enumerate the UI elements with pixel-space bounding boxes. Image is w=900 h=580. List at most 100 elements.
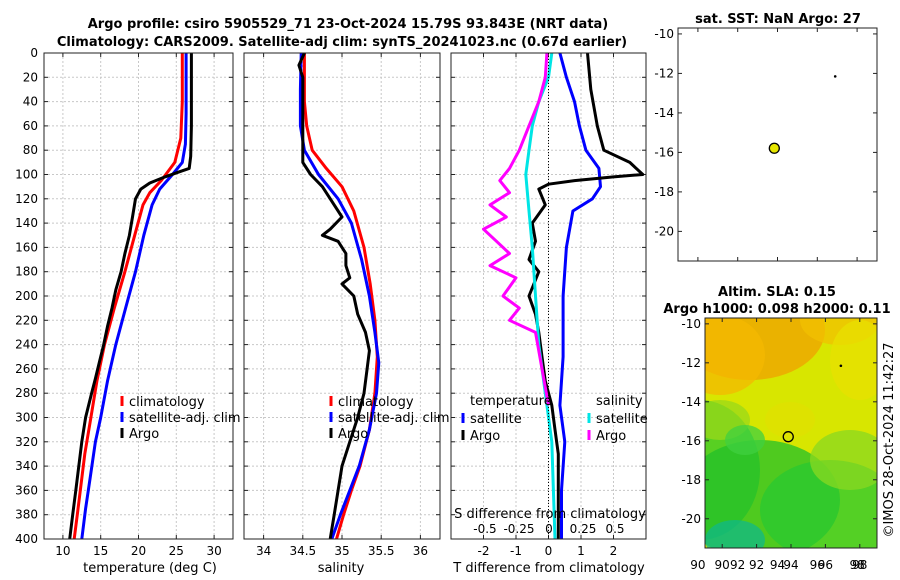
s-difference-label: S difference from climatology	[454, 507, 646, 522]
y-tick-label: 300	[15, 411, 38, 425]
legend-label: satellite	[470, 412, 522, 427]
x-tick-label: 92	[730, 558, 745, 572]
legend-label: Argo	[596, 429, 626, 444]
sla-map-title-line1: Altim. SLA: 0.15	[718, 285, 836, 300]
argo-position-marker	[782, 431, 794, 443]
x-tick-label: 90	[715, 558, 730, 572]
temperature-xlabel: temperature (deg C)	[83, 561, 217, 576]
sla-map-panel: 90 92 94 96 98-10-12-14-16-18-20	[681, 317, 878, 572]
argo-position-marker	[768, 142, 780, 154]
x-tick-label: 94	[770, 558, 785, 572]
imos-credit: ©IMOS 28-Oct-2024 11:42:27	[882, 342, 897, 537]
heatmap-blob	[810, 430, 877, 490]
legend-label: Argo	[338, 427, 368, 442]
y-tick-label: 140	[15, 216, 38, 230]
difference-xlabel: T difference from climatology	[452, 561, 645, 576]
y-tick-label: 260	[15, 362, 38, 376]
y-tick-label: -20	[681, 512, 701, 526]
series-line-argo	[68, 53, 193, 539]
x-tick-label: 98	[852, 558, 867, 572]
x-tick-label: 30	[206, 544, 221, 558]
y-tick-label: -12	[681, 356, 701, 370]
heatmap-blob	[765, 402, 815, 438]
x-tick-label: 36	[413, 544, 428, 558]
y-tick-label: -18	[654, 185, 674, 199]
salinity-xlabel: salinity	[318, 561, 365, 576]
legend-label: satellite-adj. clim	[129, 411, 241, 426]
legend-title-temperature: temperature	[470, 394, 552, 409]
y-tick-label: 20	[23, 70, 38, 84]
temperature-panel: 10 15 20 25 30020406080100120140160180200220…	[15, 46, 241, 558]
y-tick-label: 320	[15, 435, 38, 449]
y-tick-label: -10	[654, 27, 674, 41]
s-tick-label: 0.5	[605, 522, 624, 536]
map-frame	[704, 317, 878, 549]
x-tick-label: 90	[690, 558, 705, 572]
x-tick-label: 10	[55, 544, 70, 558]
series-group	[68, 53, 193, 539]
grid	[244, 52, 440, 540]
legend-label: satellite-adj. clim	[338, 411, 450, 426]
series-group	[482, 53, 645, 539]
series-line-argo	[297, 53, 371, 539]
x-tick-label: -2	[478, 544, 490, 558]
y-tick-label: 200	[15, 289, 38, 303]
difference-panel: -2 -1 0 1 2 temperature salinity satellite Argo s…	[450, 52, 648, 558]
y-tick-label: 120	[15, 192, 38, 206]
x-tick-label: 92	[749, 558, 764, 572]
x-tick-label: 2	[610, 544, 618, 558]
series-line-satellite-adj-clim	[80, 53, 188, 539]
figure-title-line2: Climatology: CARS2009. Satellite-adj cli…	[57, 35, 627, 50]
y-tick-label: 360	[15, 483, 38, 497]
argo-neighbour-dot	[839, 364, 843, 368]
heatmap-blob	[705, 520, 765, 548]
y-tick-label: -14	[654, 106, 674, 120]
x-tick-label: 15	[93, 544, 108, 558]
y-tick-label: 0	[30, 46, 38, 60]
legend-label: Argo	[129, 427, 159, 442]
y-tick-label: -14	[681, 395, 701, 409]
x-tick-label: 35	[334, 544, 349, 558]
heatmap-blob	[725, 425, 765, 455]
plot-frame	[43, 52, 234, 540]
x-tick-label: 0	[545, 544, 553, 558]
y-tick-label: 60	[23, 119, 38, 133]
series-line-t-satellite	[558, 53, 602, 539]
x-tick-label: 34.5	[289, 544, 316, 558]
legend-label: satellite	[596, 412, 648, 427]
argo-neighbour-dot	[833, 75, 837, 78]
map-frame	[677, 27, 878, 262]
y-tick-label: 80	[23, 143, 38, 157]
y-tick-label: 240	[15, 338, 38, 352]
sst-map-panel: 90 92 94 96 98-10-12-14-16-18-20	[654, 27, 878, 572]
series-line-climatology	[72, 53, 184, 539]
series-group	[297, 53, 381, 539]
s-tick-label: -0.25	[503, 522, 534, 536]
x-tick-label: 25	[169, 544, 184, 558]
heatmap-blob	[830, 320, 877, 400]
s-tick-label: 0.25	[570, 522, 597, 536]
y-tick-label: 180	[15, 265, 38, 279]
s-tick-label: -0.5	[473, 522, 496, 536]
x-tick-label: -1	[510, 544, 522, 558]
s-tick-label: 0	[545, 522, 553, 536]
series-line-t-argo	[527, 53, 645, 539]
legend-label: climatology	[338, 395, 414, 410]
y-tick-label: -18	[681, 473, 701, 487]
y-tick-label: 100	[15, 168, 38, 182]
y-tick-label: -16	[681, 434, 701, 448]
sst-map-title: sat. SST: NaN Argo: 27	[695, 12, 861, 27]
y-tick-label: 220	[15, 313, 38, 327]
salinity-panel: 34 34.5 35 35.5 36 climatologysatellite-adj. …	[243, 52, 450, 558]
y-tick-label: -10	[681, 317, 701, 331]
y-tick-label: -16	[654, 145, 674, 159]
x-tick-label: 98	[849, 558, 864, 572]
y-tick-label: -12	[654, 66, 674, 80]
y-tick-label: 40	[23, 95, 38, 109]
plot-frame	[243, 52, 441, 540]
sla-map-title-line2: Argo h1000: 0.098 h2000: 0.11	[663, 302, 890, 317]
legend-label: Argo	[470, 429, 500, 444]
y-tick-label: -20	[654, 224, 674, 238]
x-tick-label: 20	[131, 544, 146, 558]
